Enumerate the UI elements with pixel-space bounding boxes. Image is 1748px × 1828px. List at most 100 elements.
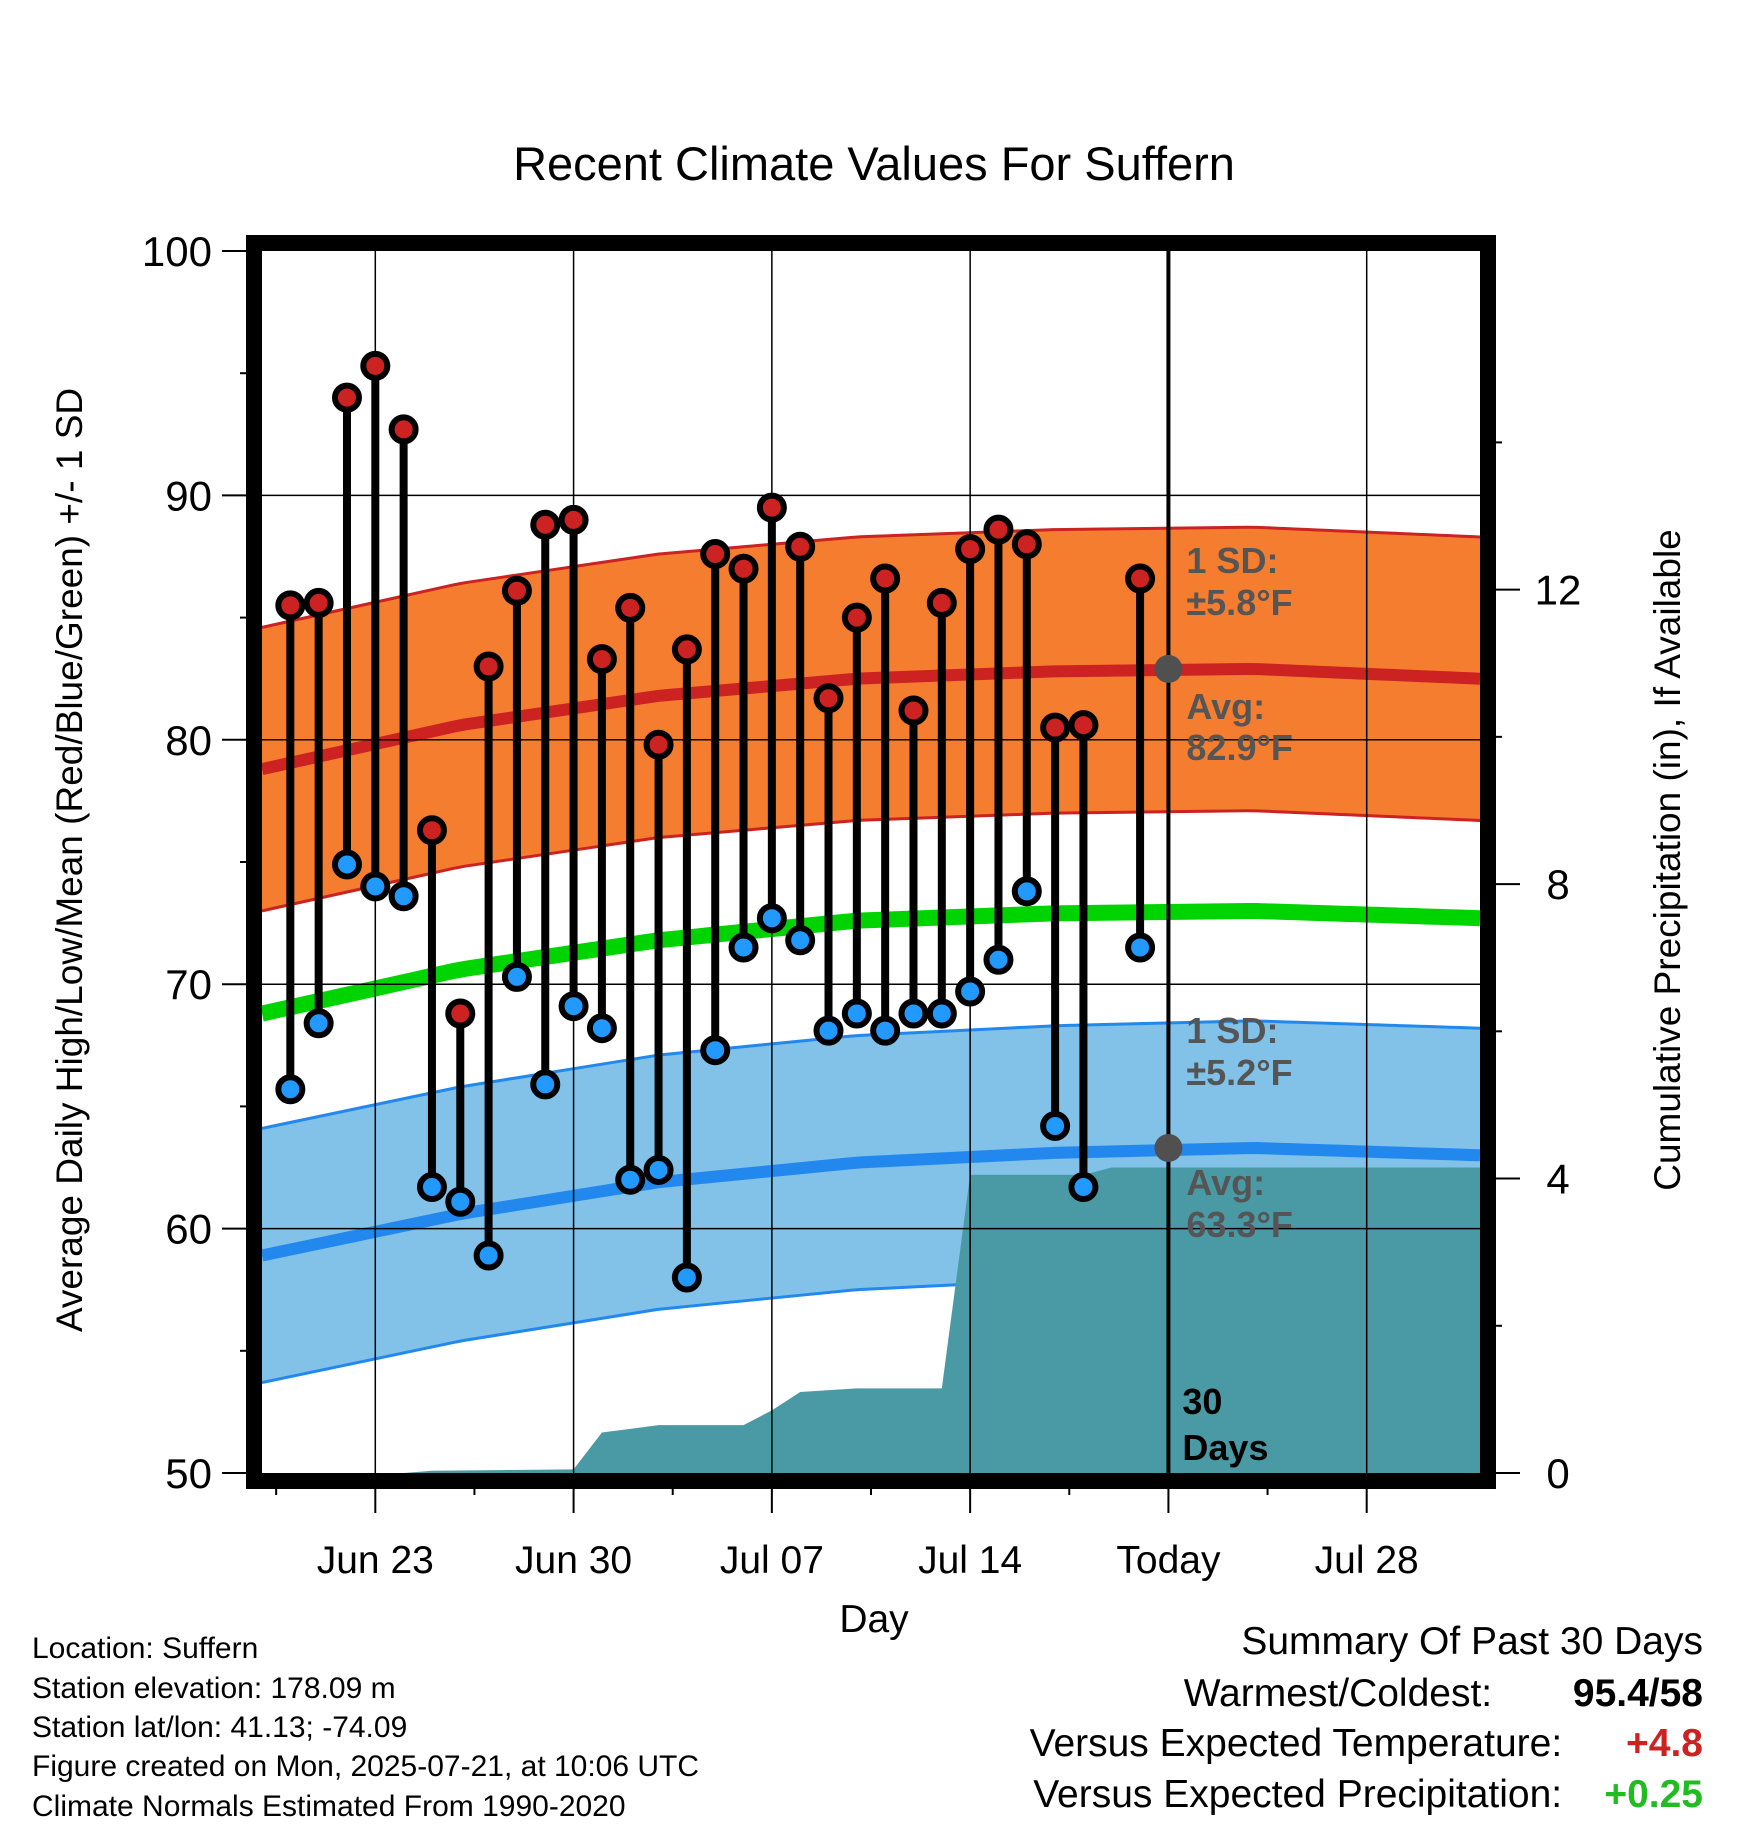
high-point xyxy=(275,590,306,621)
high-point xyxy=(501,575,532,606)
high-sd-upper-line xyxy=(262,525,1480,629)
low-point xyxy=(530,1069,561,1100)
high-sd-value: ±5.8°F xyxy=(1186,582,1292,623)
high-point xyxy=(813,683,844,714)
high-sd-band xyxy=(262,527,1480,911)
low-point xyxy=(841,998,872,1029)
x-tick-label-2: Jul 07 xyxy=(720,1539,824,1582)
info-location: Location: Suffern xyxy=(32,1632,259,1665)
low-point xyxy=(1011,876,1042,907)
window-days-unit: Days xyxy=(1182,1427,1268,1468)
low-point xyxy=(1068,1172,1099,1203)
high-point xyxy=(926,587,957,618)
high-avg-line xyxy=(262,663,1480,775)
summary-temp-label: Versus Expected Temperature: xyxy=(1029,1722,1563,1765)
high-point xyxy=(586,644,617,675)
low-point xyxy=(813,1015,844,1046)
low-point xyxy=(955,976,986,1007)
x-axis-label: Day xyxy=(839,1598,909,1641)
low-point xyxy=(615,1164,646,1195)
high-point xyxy=(841,602,872,633)
low-point xyxy=(586,1013,617,1044)
high-point xyxy=(445,998,476,1029)
low-point xyxy=(671,1262,702,1293)
x-tick-label-5: Jul 28 xyxy=(1315,1539,1419,1582)
high-point xyxy=(671,634,702,665)
y2-axis-label: Cumulative Precipitation (in), If Availa… xyxy=(1647,529,1688,1191)
summary-warm-cold-value: 95.4/58 xyxy=(1572,1672,1703,1715)
high-point xyxy=(530,509,561,540)
high-point xyxy=(416,815,447,846)
low-avg-label: Avg: xyxy=(1186,1162,1265,1203)
high-point xyxy=(756,492,787,523)
summary-precip-value: +0.25 xyxy=(1604,1773,1703,1816)
high-point xyxy=(870,563,901,594)
low-point xyxy=(303,1008,334,1039)
low-point xyxy=(785,925,816,956)
high-point xyxy=(700,539,731,570)
y-tick-label-2: 70 xyxy=(165,961,212,1008)
low-point xyxy=(360,871,391,902)
high-point xyxy=(785,531,816,562)
high-point xyxy=(473,651,504,682)
high-point xyxy=(1040,712,1071,743)
low-sd-label: 1 SD: xyxy=(1186,1010,1278,1051)
low-point xyxy=(1125,932,1156,963)
window-days-number: 30 xyxy=(1182,1381,1222,1422)
high-point xyxy=(303,587,334,618)
y-tick-label-0: 50 xyxy=(165,1450,212,1497)
low-point xyxy=(558,991,589,1022)
summary-title: Summary Of Past 30 Days xyxy=(1241,1620,1703,1663)
high-point xyxy=(728,553,759,584)
low-point xyxy=(756,903,787,934)
high-avg-marker xyxy=(1154,654,1183,683)
summary-temp: Versus Expected Temperature: +4.8 xyxy=(1030,1722,1703,1766)
low-point xyxy=(926,998,957,1029)
precip-area xyxy=(262,1167,1480,1473)
high-point xyxy=(615,592,646,623)
x-tick-label-0: Jun 23 xyxy=(317,1539,434,1582)
y-tick-label-5: 100 xyxy=(142,228,212,275)
info-latlon: Station lat/lon: 41.13; -74.09 xyxy=(32,1711,408,1744)
low-point xyxy=(1040,1110,1071,1141)
high-point xyxy=(558,504,589,535)
y2-tick-label-1: 4 xyxy=(1546,1156,1569,1203)
y-tick-label-1: 60 xyxy=(165,1206,212,1253)
y2-tick-label-3: 12 xyxy=(1535,567,1582,614)
high-sd-label: 1 SD: xyxy=(1186,540,1278,581)
low-point xyxy=(728,932,759,963)
summary-temp-value: +4.8 xyxy=(1626,1722,1703,1765)
low-point xyxy=(445,1186,476,1217)
low-point xyxy=(275,1074,306,1105)
low-point xyxy=(700,1035,731,1066)
high-avg-value: 82.9°F xyxy=(1186,727,1292,768)
chart-title: Recent Climate Values For Suffern xyxy=(513,137,1235,190)
low-point xyxy=(643,1154,674,1185)
summary-precip-label: Versus Expected Precipitation: xyxy=(1033,1773,1563,1816)
y-axis-label: Average Daily High/Low/Mean (Red/Blue/Gr… xyxy=(49,388,90,1332)
info-normals: Climate Normals Estimated From 1990-2020 xyxy=(32,1790,626,1823)
low-point xyxy=(416,1172,447,1203)
low-avg-value: 63.3°F xyxy=(1186,1204,1292,1245)
mean-avg-line xyxy=(262,902,1480,1022)
low-avg-marker xyxy=(1154,1133,1183,1162)
low-point xyxy=(898,998,929,1029)
low-sd-value: ±5.2°F xyxy=(1186,1052,1292,1093)
y2-tick-label-0: 0 xyxy=(1546,1450,1569,1497)
high-point xyxy=(1068,710,1099,741)
info-created: Figure created on Mon, 2025-07-21, at 10… xyxy=(32,1750,700,1783)
summary-warm-cold: Warmest/Coldest: 95.4/58 xyxy=(1184,1672,1703,1716)
low-point xyxy=(983,944,1014,975)
info-elevation: Station elevation: 178.09 m xyxy=(32,1672,396,1705)
low-sd-band xyxy=(262,1020,1480,1383)
x-tick-label-1: Jun 30 xyxy=(515,1539,632,1582)
high-point xyxy=(331,382,362,413)
high-point xyxy=(1125,563,1156,594)
x-tick-label-3: Jul 14 xyxy=(918,1539,1022,1582)
high-point xyxy=(955,534,986,565)
low-point xyxy=(501,961,532,992)
high-point xyxy=(1011,529,1042,560)
high-point xyxy=(388,414,419,445)
summary-precip: Versus Expected Precipitation: +0.25 xyxy=(1033,1773,1703,1817)
